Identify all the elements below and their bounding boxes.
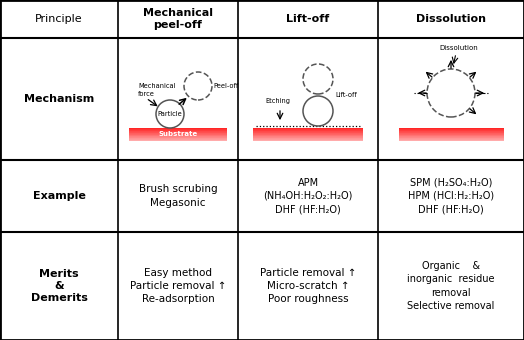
Bar (129, 132, 227, 133)
Text: Particle removal ↑
Micro-scratch ↑
Poor roughness: Particle removal ↑ Micro-scratch ↑ Poor … (260, 268, 356, 304)
Bar (398, 136, 504, 137)
Text: Particle: Particle (158, 111, 182, 117)
Bar (253, 140, 363, 141)
Text: Peel-off: Peel-off (213, 83, 238, 89)
Bar (129, 138, 227, 139)
Bar (129, 139, 227, 140)
Text: Mechanical
force: Mechanical force (138, 84, 176, 97)
Bar (253, 138, 363, 139)
Bar (129, 129, 227, 130)
Text: Dissolution: Dissolution (416, 14, 486, 24)
Bar (398, 140, 504, 141)
Text: Merits
&
Demerits: Merits & Demerits (30, 269, 88, 303)
Bar (253, 130, 363, 131)
Text: Mechanism: Mechanism (24, 94, 94, 104)
Bar (129, 130, 227, 131)
Bar (253, 129, 363, 130)
Text: Lift-off: Lift-off (287, 14, 330, 24)
Bar (253, 139, 363, 140)
Bar (398, 139, 504, 140)
Bar (253, 128, 363, 129)
Bar (253, 132, 363, 133)
Bar (398, 130, 504, 131)
Text: Brush scrubing
Megasonic: Brush scrubing Megasonic (139, 184, 217, 208)
Bar (129, 133, 227, 134)
Bar (129, 135, 227, 136)
Bar (398, 137, 504, 138)
Text: Dissolution: Dissolution (440, 45, 478, 51)
Text: SPM (H₂SO₄:H₂O)
HPM (HCl:H₂:H₂O)
DHF (HF:H₂O): SPM (H₂SO₄:H₂O) HPM (HCl:H₂:H₂O) DHF (HF… (408, 178, 494, 214)
Bar (253, 135, 363, 136)
Bar (398, 128, 504, 129)
Bar (398, 131, 504, 132)
Text: Etching: Etching (266, 98, 290, 104)
Bar (398, 129, 504, 130)
Bar (398, 134, 504, 135)
Bar (129, 136, 227, 137)
Bar (253, 131, 363, 132)
Text: Principle: Principle (35, 14, 83, 24)
Text: Example: Example (32, 191, 85, 201)
Bar (398, 132, 504, 133)
Bar (129, 137, 227, 138)
Bar (398, 133, 504, 134)
Bar (129, 140, 227, 141)
Bar (253, 137, 363, 138)
Text: Mechanical
peel-off: Mechanical peel-off (143, 8, 213, 30)
Text: Easy method
Particle removal ↑
Re-adsorption: Easy method Particle removal ↑ Re-adsorp… (130, 268, 226, 304)
Text: Substrate: Substrate (158, 132, 198, 137)
Bar (129, 128, 227, 129)
Bar (253, 133, 363, 134)
Bar (253, 134, 363, 135)
Bar (253, 136, 363, 137)
Text: APM
(NH₄OH:H₂O₂:H₂O)
DHF (HF:H₂O): APM (NH₄OH:H₂O₂:H₂O) DHF (HF:H₂O) (264, 178, 353, 214)
Bar (129, 131, 227, 132)
Text: Organic    &
inorganic  residue
removal
Selective removal: Organic & inorganic residue removal Sele… (407, 261, 495, 311)
Text: Lift-off: Lift-off (335, 92, 357, 98)
Bar (398, 138, 504, 139)
Bar (129, 134, 227, 135)
Bar (398, 135, 504, 136)
